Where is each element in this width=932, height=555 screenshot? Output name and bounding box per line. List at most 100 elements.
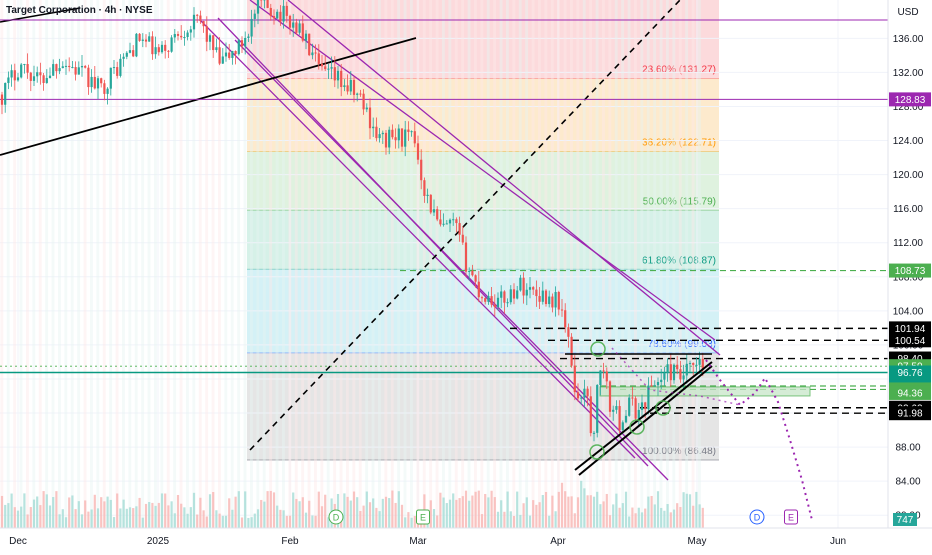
volume-bar <box>699 504 701 528</box>
bar-tint <box>544 0 547 528</box>
volume-bar <box>603 501 605 528</box>
bar-tint <box>397 0 400 528</box>
volume-bar <box>263 502 265 528</box>
candle-body <box>478 282 480 298</box>
volume-bar <box>526 497 528 528</box>
bar-tint <box>160 0 163 528</box>
projection-path[interactable] <box>706 360 812 520</box>
candle-body <box>23 64 25 65</box>
candle-body <box>17 77 19 80</box>
candle-body <box>615 406 617 410</box>
bar-tint <box>58 0 61 528</box>
candle-body <box>603 370 605 371</box>
volume-label-text: 747 <box>897 515 914 526</box>
candle-body <box>500 291 502 297</box>
volume-bar <box>619 508 621 528</box>
volume-bar <box>350 501 352 528</box>
volume-bar <box>148 502 150 528</box>
bar-tint <box>640 0 643 528</box>
volume-bar <box>391 491 393 528</box>
volume-bar <box>116 493 118 528</box>
volume-bar <box>244 491 246 528</box>
volume-bar <box>494 497 496 528</box>
bar-tint <box>186 0 189 528</box>
candle-body <box>100 78 102 83</box>
candle-body <box>673 365 675 380</box>
bar-tint <box>519 0 522 528</box>
candle-body <box>542 291 544 302</box>
volume-bar <box>663 511 665 528</box>
volume-bar <box>132 508 134 528</box>
candle-body <box>33 76 35 81</box>
volume-bar <box>564 491 566 528</box>
volume-bar <box>100 497 102 528</box>
volume-bar <box>110 500 112 528</box>
candle-body <box>651 386 653 387</box>
bar-tint <box>410 0 413 528</box>
bar-tint <box>461 0 464 528</box>
volume-bar <box>503 512 505 528</box>
candle-body <box>612 410 614 412</box>
volume-bar <box>519 515 521 528</box>
candle-body <box>251 19 253 37</box>
x-tick-label: 2025 <box>147 536 170 547</box>
candle-body <box>580 398 582 399</box>
candle-body <box>273 16 275 18</box>
bar-tint <box>666 0 669 528</box>
candle-body <box>366 108 368 110</box>
candle-body <box>379 134 381 138</box>
y-tick-label: 88.00 <box>895 443 920 454</box>
candle-body <box>510 289 512 302</box>
candle-body <box>299 23 301 32</box>
volume-bar <box>167 505 169 528</box>
volume-bar <box>628 517 630 528</box>
candle-body <box>164 45 166 51</box>
currency-label: USD <box>897 7 918 18</box>
candle-body <box>660 380 662 382</box>
bar-tint <box>474 0 477 528</box>
bar-tint <box>20 0 23 528</box>
y-tick-label: 104.00 <box>893 306 924 317</box>
volume-bar <box>78 501 80 528</box>
volume-bar <box>683 492 685 528</box>
volume-bar <box>23 493 25 528</box>
volume-bar <box>366 492 368 528</box>
volume-bar <box>462 496 464 528</box>
target-zone-box[interactable] <box>600 387 810 396</box>
bar-tint <box>141 0 144 528</box>
volume-bar <box>375 508 377 528</box>
volume-bar <box>1 496 3 528</box>
candle-body <box>30 73 32 81</box>
volume-bar <box>500 500 502 528</box>
candle-body <box>433 209 435 212</box>
candle-body <box>516 290 518 298</box>
volume-bar <box>193 493 195 528</box>
time-axis-bg <box>0 528 932 550</box>
volume-bar <box>302 497 304 528</box>
bar-tint <box>77 0 80 528</box>
volume-bar <box>94 495 96 528</box>
candle-body <box>14 70 16 80</box>
bar-tint <box>576 0 579 528</box>
candle-body <box>167 51 169 52</box>
price-label-text: 128.83 <box>895 95 926 106</box>
candle-body <box>529 287 531 290</box>
bar-tint <box>557 0 560 528</box>
bar-tint <box>26 0 29 528</box>
bar-tint <box>263 0 266 528</box>
candle-body <box>679 369 681 379</box>
volume-bar <box>190 507 192 528</box>
candle-body <box>286 6 288 16</box>
candle-body <box>411 131 413 132</box>
candle-body <box>462 235 464 243</box>
candle-body <box>295 22 297 32</box>
candle-body <box>7 78 9 84</box>
symbol-title[interactable]: Target Corporation · 4h · NYSE <box>6 5 153 16</box>
volume-bar <box>657 491 659 528</box>
volume-bar <box>561 483 563 528</box>
bar-tint <box>116 0 119 528</box>
volume-bar <box>513 516 515 528</box>
volume-bar <box>590 495 592 528</box>
volume-bar <box>321 506 323 528</box>
